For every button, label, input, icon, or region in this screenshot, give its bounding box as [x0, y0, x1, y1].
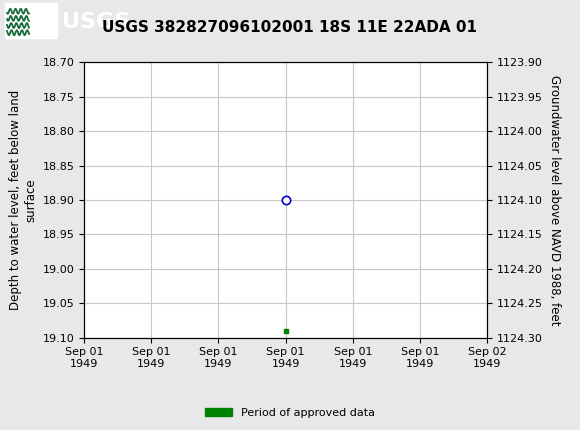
Text: USGS: USGS — [62, 12, 130, 33]
Bar — [5, 3, 57, 38]
Text: USGS 382827096102001 18S 11E 22ADA 01: USGS 382827096102001 18S 11E 22ADA 01 — [103, 21, 477, 35]
Y-axis label: Groundwater level above NAVD 1988, feet: Groundwater level above NAVD 1988, feet — [549, 75, 561, 325]
Legend: Period of approved data: Period of approved data — [200, 403, 380, 422]
Y-axis label: Depth to water level, feet below land
surface: Depth to water level, feet below land su… — [9, 90, 37, 310]
